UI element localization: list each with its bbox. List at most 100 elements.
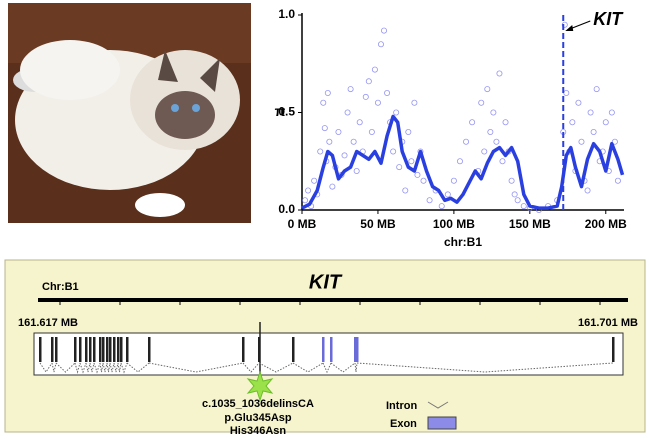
data-point xyxy=(420,177,427,184)
data-point xyxy=(426,197,433,204)
data-point xyxy=(324,90,331,97)
exon xyxy=(354,337,357,362)
data-point xyxy=(499,158,506,165)
mutation-label: c.1035_1036delinsCA xyxy=(202,398,314,410)
y-tick-label: 0.5 xyxy=(278,105,295,119)
intron xyxy=(79,362,87,374)
data-point xyxy=(408,158,415,165)
data-point xyxy=(405,128,412,135)
intron xyxy=(242,362,260,373)
x-tick-label: 0 MB xyxy=(288,217,317,231)
exon xyxy=(292,337,295,362)
smoothed-line xyxy=(301,114,625,210)
data-point xyxy=(520,203,527,210)
exon xyxy=(356,337,359,362)
intron xyxy=(120,362,128,374)
exon xyxy=(109,337,112,362)
data-point xyxy=(481,148,488,155)
end-label: 161.701 MB xyxy=(578,317,638,329)
exon-swatch xyxy=(427,416,457,430)
data-point xyxy=(371,66,378,73)
start-label: 161.617 MB xyxy=(18,317,78,329)
intron xyxy=(74,362,81,374)
data-point xyxy=(335,128,342,135)
data-point xyxy=(411,99,418,106)
exon xyxy=(89,337,92,362)
exon xyxy=(79,337,82,362)
exon xyxy=(258,337,261,362)
intron xyxy=(322,362,332,374)
mutation-label: His346Asn xyxy=(230,425,287,435)
cat-photo xyxy=(8,3,251,223)
x-tick-label: 150 MB xyxy=(509,217,551,231)
data-point xyxy=(463,138,470,145)
exon xyxy=(55,337,58,362)
data-point xyxy=(305,187,312,194)
exon xyxy=(102,337,105,362)
data-point xyxy=(593,86,600,93)
intron xyxy=(356,362,614,373)
exon xyxy=(322,337,325,362)
data-point xyxy=(614,177,621,184)
data-point xyxy=(317,148,324,155)
data-point xyxy=(561,21,568,28)
exon xyxy=(39,337,42,362)
data-point xyxy=(353,167,360,174)
mutation-star xyxy=(246,370,274,402)
gene-box xyxy=(33,332,624,376)
data-point xyxy=(469,119,476,126)
y-axis-label: π xyxy=(275,103,286,119)
data-point xyxy=(490,109,497,116)
data-point xyxy=(381,27,388,34)
intron xyxy=(89,362,95,373)
data-point xyxy=(362,93,369,100)
x-tick-label: 100 MB xyxy=(433,217,475,231)
data-point xyxy=(414,171,421,178)
data-point xyxy=(377,41,384,48)
exon xyxy=(330,337,333,362)
exon xyxy=(242,337,245,362)
y-tick-label: 0.0 xyxy=(278,202,295,216)
exon xyxy=(51,337,54,362)
data-point xyxy=(311,177,318,184)
data-point xyxy=(374,99,381,106)
gene-title: KIT xyxy=(309,271,343,293)
mutation-label: p.Glu345Asp xyxy=(224,412,292,424)
data-point xyxy=(608,109,615,116)
annotation-label: KIT xyxy=(593,9,624,29)
exon xyxy=(117,337,120,362)
data-point xyxy=(350,138,357,145)
data-point xyxy=(393,109,400,116)
intron xyxy=(330,362,356,373)
data-point xyxy=(478,99,485,106)
data-point xyxy=(368,128,375,135)
exon xyxy=(148,337,151,362)
data-point xyxy=(326,138,333,145)
exon xyxy=(106,337,109,362)
data-point xyxy=(575,99,582,106)
data-point xyxy=(450,177,457,184)
data-point xyxy=(590,128,597,135)
data-point xyxy=(456,158,463,165)
exon xyxy=(126,337,129,362)
exon xyxy=(85,337,88,362)
data-point xyxy=(396,164,403,171)
intron xyxy=(93,362,101,374)
intron xyxy=(109,362,115,373)
intron xyxy=(113,362,119,373)
data-point xyxy=(365,78,372,85)
chromosome-label: Chr:B1 xyxy=(42,281,79,293)
intron xyxy=(85,362,91,373)
intron xyxy=(99,362,104,373)
data-point xyxy=(502,119,509,126)
exon xyxy=(120,337,123,362)
data-point xyxy=(438,203,445,210)
intron xyxy=(117,362,122,373)
data-point xyxy=(344,109,351,116)
data-point xyxy=(584,187,591,194)
y-tick-label: 1.0 xyxy=(278,7,295,21)
data-point xyxy=(508,177,515,184)
data-point xyxy=(347,86,354,93)
data-point xyxy=(563,90,570,97)
gene-structure xyxy=(39,300,615,374)
